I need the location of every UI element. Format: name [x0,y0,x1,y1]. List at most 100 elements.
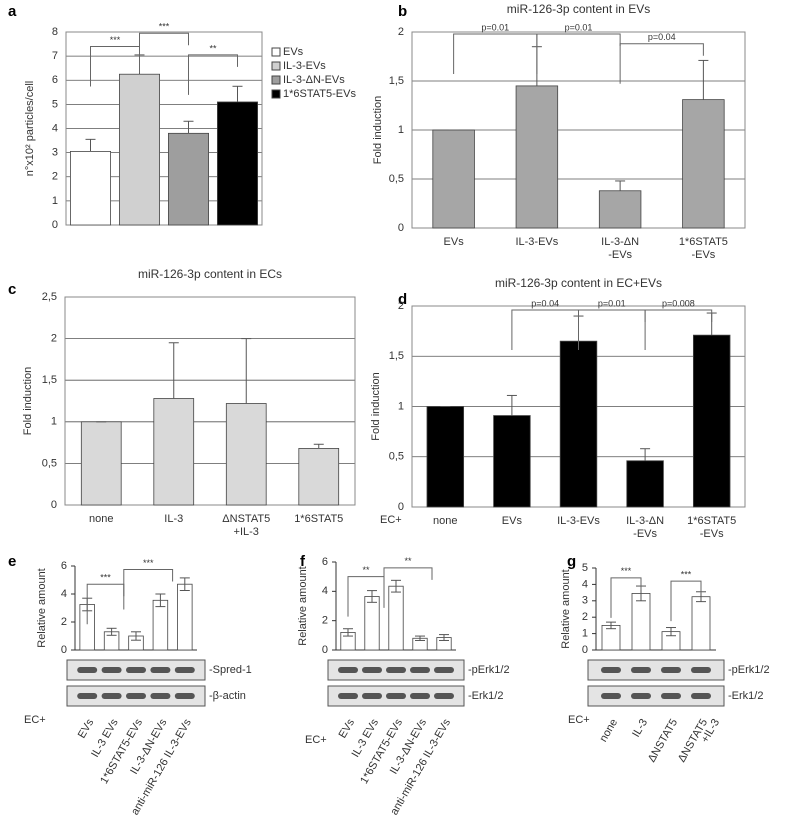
y-tick-label: 2,5 [42,291,57,303]
y-tick-label: 1 [51,416,57,428]
panel-letter: f [300,553,306,570]
ec-label: EC+ [305,734,327,746]
y-axis-label: Relative amount [297,566,309,646]
bar [225,403,267,506]
blot-label: -Erk1/2 [728,690,763,702]
y-tick-label: 1 [52,195,58,207]
error-bar [179,577,190,591]
error-bar [606,621,616,630]
legend-swatch [271,61,281,71]
blot-band [362,667,382,673]
blot-band [150,667,171,673]
x-tick-label: +IL-3 [234,526,259,538]
error-bar [183,120,194,134]
y-tick-label: 0 [398,501,404,513]
bracket [644,309,713,351]
bar [631,593,651,651]
chart-title: miR-126-3p content in EVs [507,2,650,16]
y-tick-label: 2 [61,616,67,628]
bracket [619,43,704,84]
blot-band [386,693,406,699]
bar [493,415,531,508]
x-tick-label: IL-3-EVs [515,236,558,248]
bar [119,73,160,226]
y-axis-label: Relative amount [36,568,48,648]
blot-label: -Spred-1 [209,664,252,676]
error-bar [232,85,243,102]
panel-letter: b [398,3,407,20]
x-tick-label: ΔNSTAT5 [646,717,680,764]
blot-band [410,693,430,699]
y-tick-label: 7 [52,50,58,62]
x-tick-label: IL-3 [630,717,650,739]
x-tick-label: 1*6STAT5 [679,236,728,248]
blot-band [661,667,681,673]
bracket [383,567,433,608]
bar [626,460,664,508]
error-bar [241,338,252,404]
blot-band [174,693,195,699]
bar [217,101,258,226]
blot-band [386,667,406,673]
bracket [453,33,538,74]
bar [168,132,209,226]
panel-letter: d [398,291,407,308]
y-tick-label: 1 [398,124,404,136]
annotation: ** [209,43,217,53]
annotation: p=0.01 [481,22,509,32]
bracket [188,54,238,95]
y-tick-label: 2 [52,171,58,183]
y-tick-label: 0 [51,499,57,511]
annotation: ** [404,556,412,566]
bar [80,421,122,506]
y-axis-label: Fold induction [370,372,382,441]
bar [152,599,169,651]
y-tick-label: 0 [61,644,67,656]
y-tick-label: 6 [52,74,58,86]
chart-title: miR-126-3p content in ECs [138,267,282,281]
annotation: *** [681,569,692,579]
legend-swatch [271,75,281,85]
blot-band [601,667,621,673]
annotation: *** [110,35,121,45]
error-bar [615,180,626,191]
y-tick-label: 2 [51,333,57,345]
x-tick-label: IL-3-ΔN [626,515,664,527]
y-tick-label: 0,5 [389,451,404,463]
bar [432,129,475,229]
bracket [123,569,174,610]
blot-band [434,693,454,699]
blot-band [101,693,122,699]
y-tick-label: 4 [61,588,67,600]
y-axis-label: Relative amount [560,569,572,649]
bar [298,448,340,506]
blot-band [126,667,146,673]
y-tick-label: 4 [582,578,588,590]
x-tick-label: IL-3 [164,513,183,525]
annotation: p=0.04 [648,32,676,42]
bar [364,596,380,651]
error-bar [698,59,709,100]
ec-label: EC+ [24,714,46,726]
bar [388,585,404,651]
x-tick-label: -EVs [608,249,632,261]
blot-band [150,693,171,699]
x-tick-label: EVs [76,717,97,741]
legend-swatch [271,47,281,57]
plot-frame [65,31,263,226]
annotation: *** [143,558,154,568]
ec-label: EC+ [380,514,402,526]
blot [587,659,725,681]
blot-label: -β-actin [209,690,246,702]
error-bar [131,631,141,641]
y-tick-label: 5 [582,562,588,574]
y-tick-label: 1,5 [389,350,404,362]
error-bar [391,579,401,593]
blot-band [338,667,358,673]
blot-band [601,693,621,699]
y-tick-label: 1,5 [389,75,404,87]
blot-band [101,667,122,673]
error-bar [439,634,449,641]
bar [692,334,731,508]
blot-band [338,693,358,699]
